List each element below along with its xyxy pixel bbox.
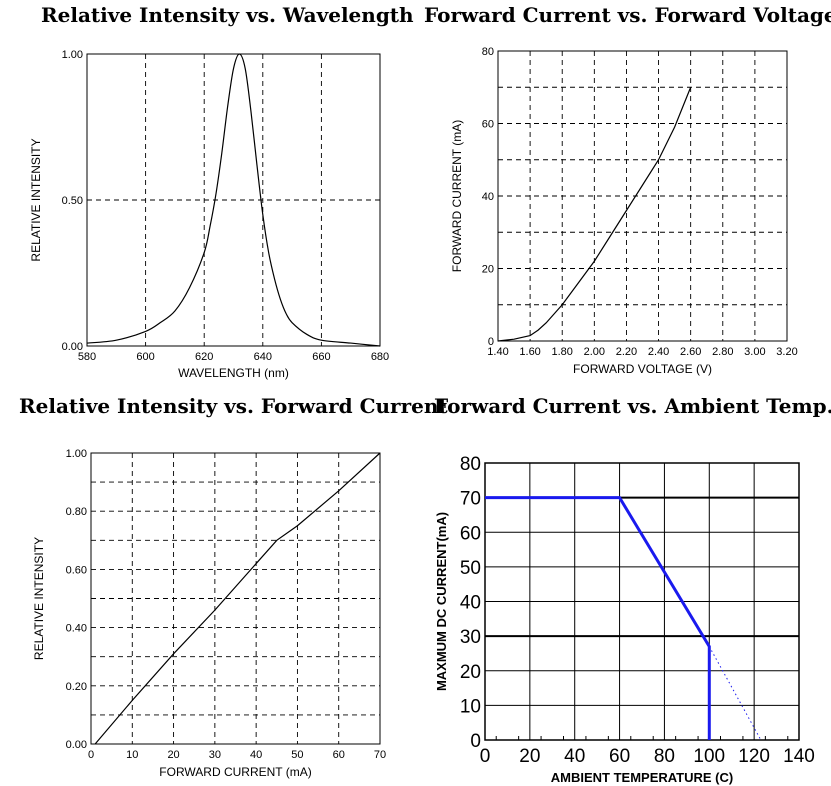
y-tick-label: 70 xyxy=(460,489,481,510)
y-tick-label: 0.20 xyxy=(66,681,87,693)
x-tick-label: 40 xyxy=(564,746,585,767)
y-tick-label: 20 xyxy=(482,264,494,276)
x-tick-label: 20 xyxy=(519,746,540,767)
y-tick-label: 0.00 xyxy=(66,739,87,751)
chart-ambient-temp: 0 20 40 60 80 100 120 140 0 10 20 30 40 50 60 70 80 AMBIE… xyxy=(434,454,815,785)
y-tick-label: 50 xyxy=(460,558,481,579)
y-tick-label: 80 xyxy=(482,46,494,58)
plot-frame xyxy=(90,452,381,745)
y-tick-label: 0.00 xyxy=(62,341,83,353)
y-axis-label: MAXMUM DC CURRENT(mA) xyxy=(434,512,449,691)
y-tick-label: 80 xyxy=(460,454,481,475)
x-tick-label: 20 xyxy=(167,749,179,761)
y-tick-label: 0 xyxy=(470,731,481,752)
series-line xyxy=(485,496,711,740)
x-tick-label: 70 xyxy=(374,749,386,761)
x-tick-label: 80 xyxy=(654,746,675,767)
x-tick-label: 60 xyxy=(333,749,345,761)
series-line-extrapolated xyxy=(708,646,762,741)
x-tick-label: 620 xyxy=(195,351,213,363)
x-tick-label: 120 xyxy=(738,746,770,767)
x-tick-label: 60 xyxy=(609,746,630,767)
chart-wavelength: 580 600 620 640 660 680 0.00 0.50 1.00 WAVELENGTH… xyxy=(29,49,389,380)
x-tick-label: 2.40 xyxy=(648,346,669,358)
chart-title-forward-current: Relative Intensity vs. Forward Current xyxy=(19,394,448,418)
y-tick-label: 60 xyxy=(482,119,494,131)
x-tick-label: 30 xyxy=(209,749,221,761)
y-tick-label: 1.00 xyxy=(66,448,87,460)
x-tick-label: 1.60 xyxy=(519,346,540,358)
x-tick-label: 640 xyxy=(254,351,272,363)
y-tick-label: 20 xyxy=(460,662,481,683)
plot-frame xyxy=(484,462,800,741)
x-tick-label: 3.20 xyxy=(776,346,797,358)
x-tick-label: 2.60 xyxy=(680,346,701,358)
y-tick-label: 0.80 xyxy=(66,506,87,518)
x-axis-label: AMBIENT TEMPERATURE (C) xyxy=(551,770,733,785)
x-tick-label: 100 xyxy=(693,746,725,767)
y-tick-label: 30 xyxy=(460,627,481,648)
series-line xyxy=(497,87,692,342)
x-tick-label: 1.40 xyxy=(487,346,508,358)
y-tick-label: 0.60 xyxy=(66,564,87,576)
x-tick-label: 2.00 xyxy=(584,346,605,358)
y-tick-label: 1.00 xyxy=(62,49,83,61)
series-line xyxy=(94,452,381,745)
x-axis-label: WAVELENGTH (nm) xyxy=(178,366,289,380)
plot-frame xyxy=(497,50,788,342)
x-tick-label: 140 xyxy=(783,746,815,767)
x-tick-label: 2.20 xyxy=(616,346,637,358)
y-axis-label: RELATIVE INTENSITY xyxy=(32,537,46,660)
y-tick-label: 10 xyxy=(460,696,481,717)
chart-title-ambient-temp: Forward Current vs. Ambient Temp. xyxy=(434,394,831,418)
chart-title-forward-voltage: Forward Current vs. Forward Voltage xyxy=(424,3,831,27)
chart-title-wavelength: Relative Intensity vs. Wavelength xyxy=(41,3,414,27)
x-tick-label: 580 xyxy=(78,351,96,363)
x-tick-label: 600 xyxy=(136,351,154,363)
x-axis-label: FORWARD CURRENT (mA) xyxy=(159,765,311,779)
y-tick-label: 60 xyxy=(460,523,481,544)
chart-forward-current: 0 10 20 30 40 50 60 70 0.00 0.20 0.40 0.60 0.80 1.00 F… xyxy=(32,448,386,779)
x-tick-label: 660 xyxy=(312,351,330,363)
x-tick-label: 680 xyxy=(371,351,389,363)
y-axis-label: RELATIVE INTENSITY xyxy=(29,138,43,261)
x-tick-label: 0 xyxy=(480,746,491,767)
x-axis-label: FORWARD VOLTAGE (V) xyxy=(573,362,712,376)
y-tick-label: 0.50 xyxy=(62,195,83,207)
x-tick-label: 10 xyxy=(126,749,138,761)
series-line xyxy=(86,53,381,347)
x-tick-label: 3.00 xyxy=(744,346,765,358)
y-tick-label: 40 xyxy=(460,593,481,614)
x-tick-label: 2.80 xyxy=(712,346,733,358)
y-tick-label: 0 xyxy=(488,336,494,348)
y-axis-label: FORWARD CURRENT (mA) xyxy=(450,120,464,272)
y-tick-label: 0.40 xyxy=(66,623,87,635)
plot-frame xyxy=(86,53,381,347)
chart-forward-voltage: 1.40 1.60 1.80 2.00 2.20 2.40 2.60 2.80 3.00 3.20… xyxy=(450,46,798,376)
x-tick-label: 0 xyxy=(88,749,94,761)
x-tick-label: 50 xyxy=(291,749,303,761)
x-tick-label: 1.80 xyxy=(552,346,573,358)
x-tick-label: 40 xyxy=(250,749,262,761)
y-tick-label: 40 xyxy=(482,191,494,203)
